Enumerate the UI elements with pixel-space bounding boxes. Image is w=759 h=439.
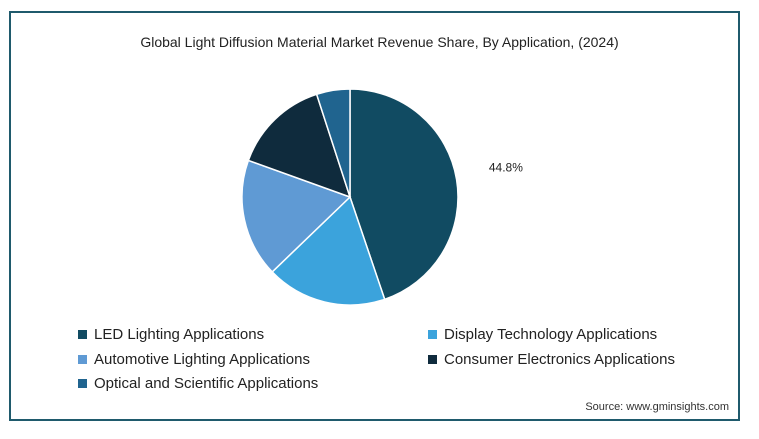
legend-item-consumer: Consumer Electronics Applications [428, 351, 675, 368]
legend-label: Display Technology Applications [444, 326, 658, 343]
legend-label: LED Lighting Applications [94, 326, 265, 343]
legend-label: Automotive Lighting Applications [94, 351, 310, 368]
pie-slice [349, 88, 459, 301]
legend-swatch [428, 330, 437, 339]
source-note: Source: www.gminsights.com [585, 401, 729, 413]
legend-label: Consumer Electronics Applications [444, 351, 675, 368]
chart-title: Global Light Diffusion Material Market R… [140, 34, 619, 50]
legend-swatch [78, 355, 87, 364]
legend-swatch [78, 379, 87, 388]
legend-item-automotive: Automotive Lighting Applications [78, 351, 310, 368]
pie-slice [315, 88, 351, 198]
pie-slice [241, 159, 352, 273]
legend-swatch [428, 355, 437, 364]
legend-item-display: Display Technology Applications [428, 326, 657, 343]
legend-label: Optical and Scientific Applications [94, 375, 319, 392]
legend-swatch [78, 330, 87, 339]
pie-slice [271, 195, 386, 306]
legend-item-led: LED Lighting Applications [78, 326, 264, 343]
legend-item-optical: Optical and Scientific Applications [78, 375, 318, 392]
data-label: 44.8% [489, 160, 523, 174]
